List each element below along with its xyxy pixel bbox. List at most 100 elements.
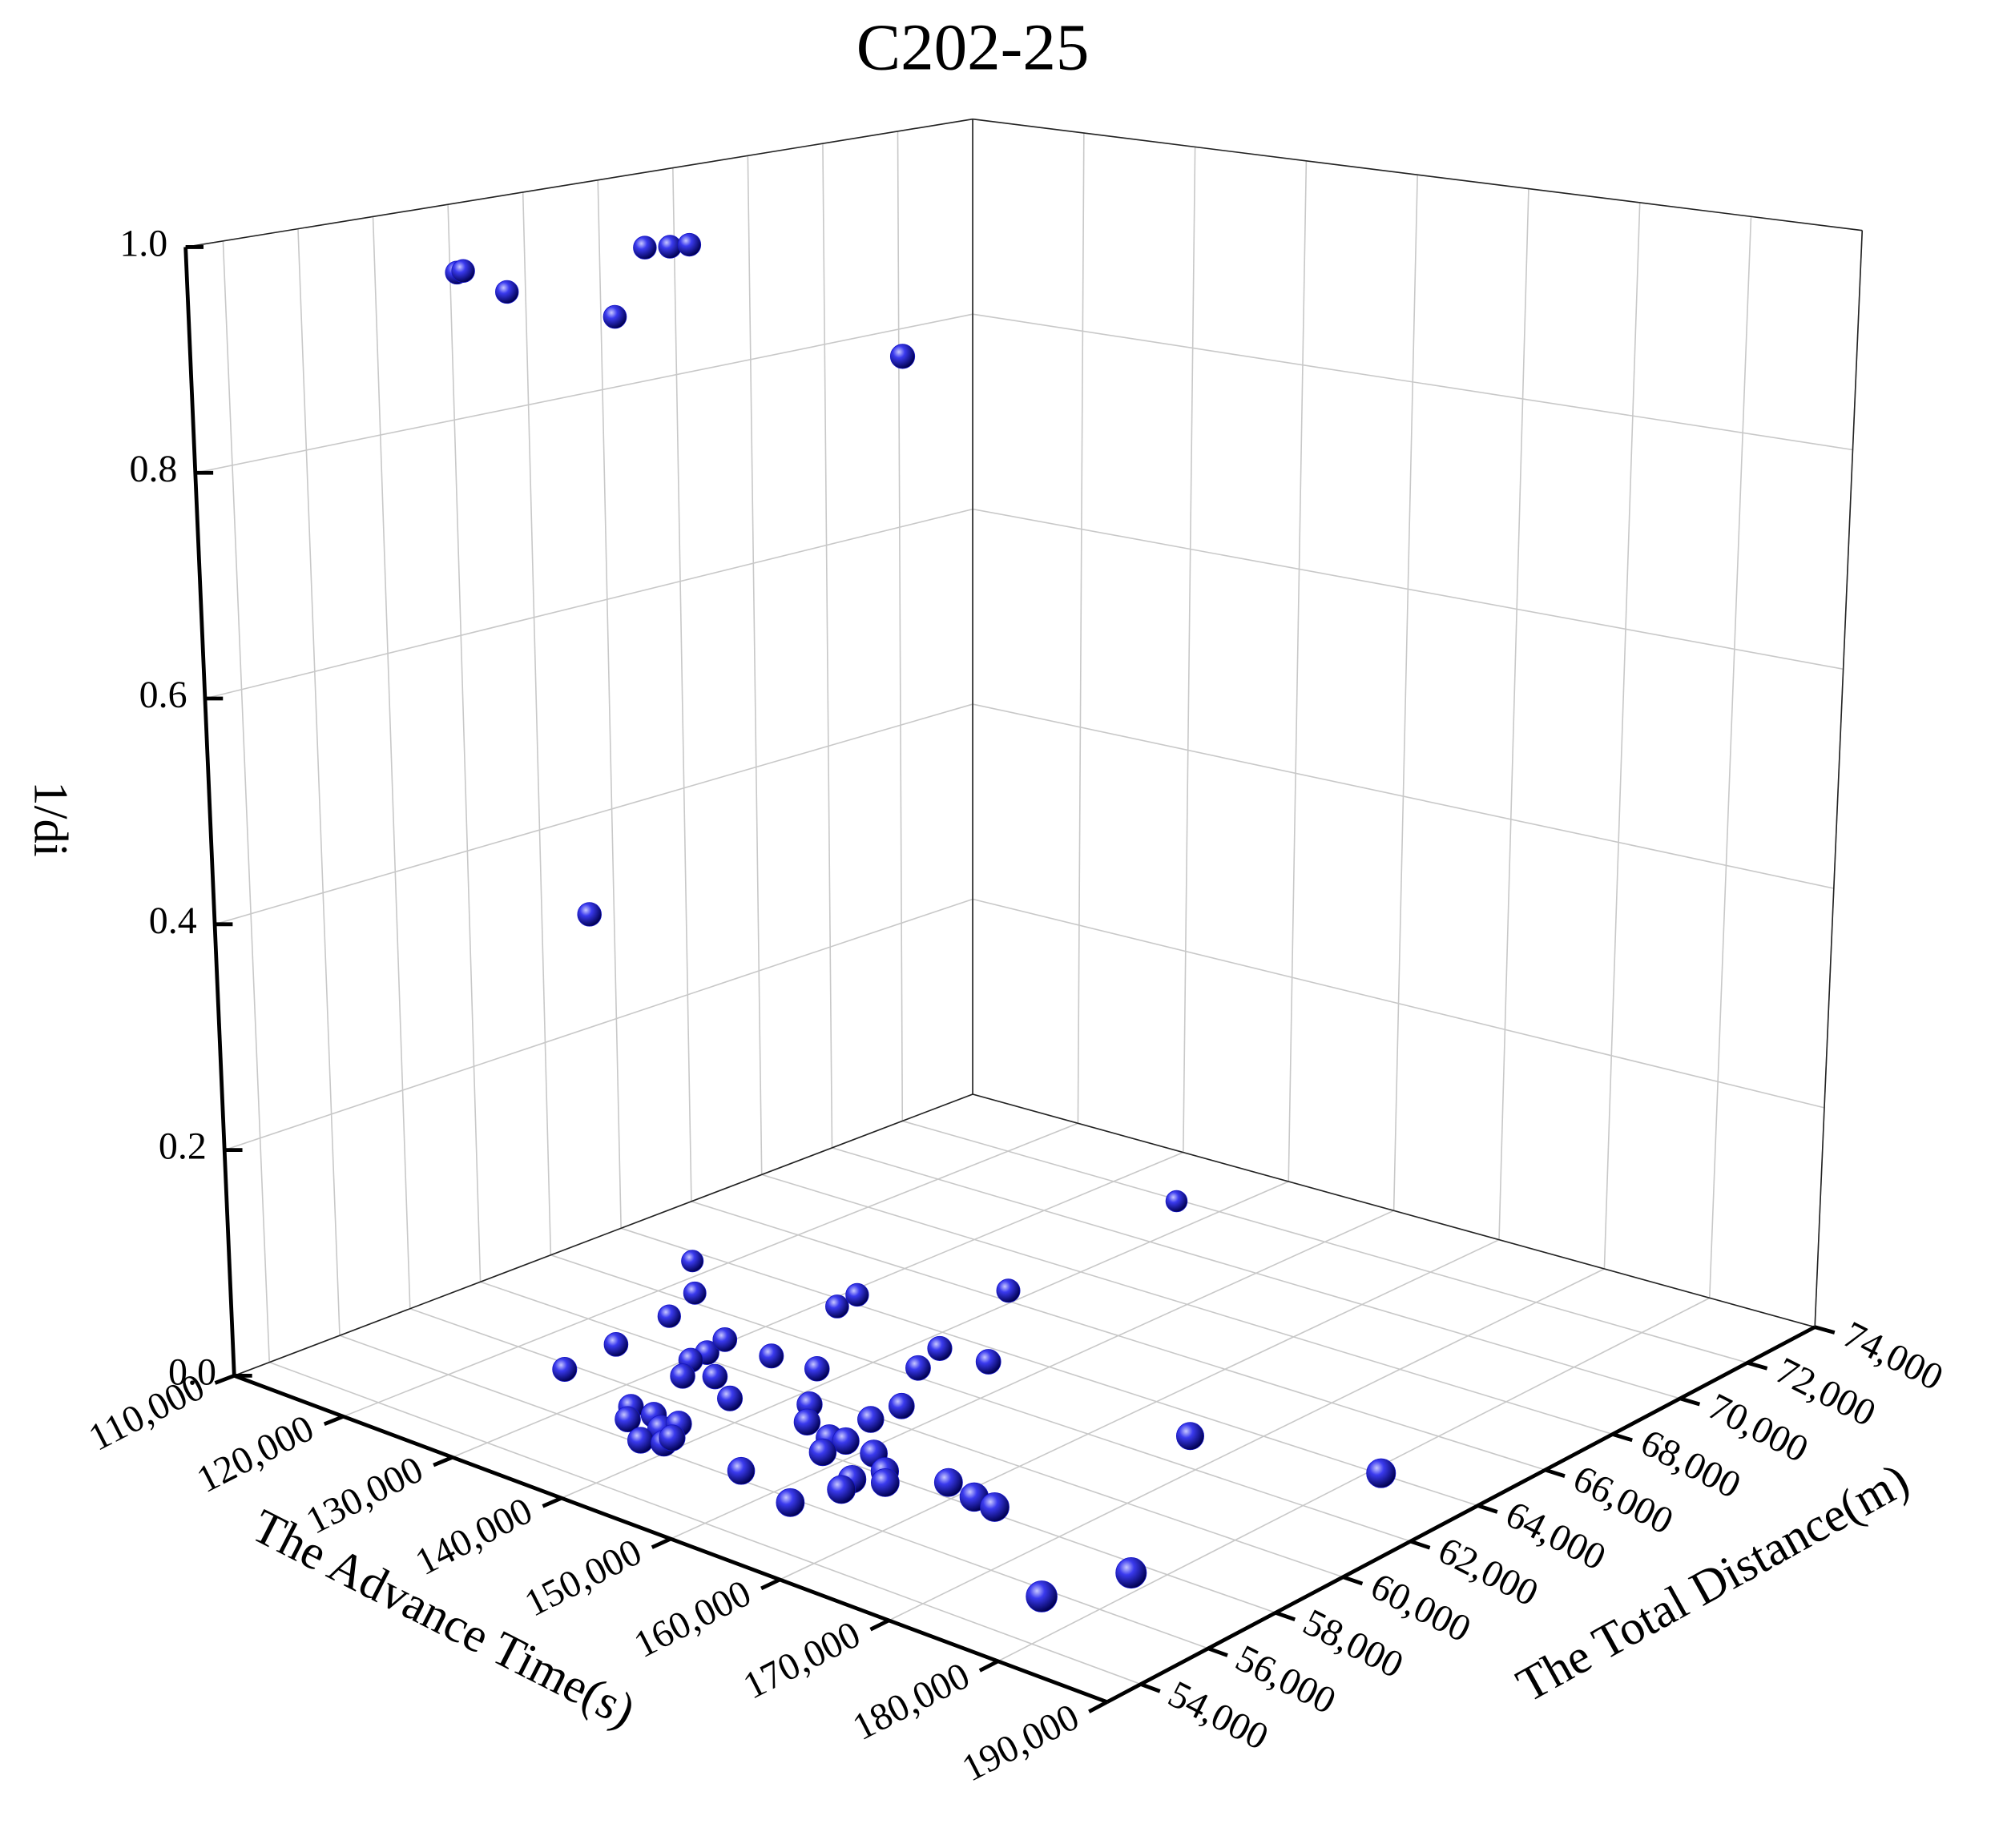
point	[870, 1468, 900, 1497]
floor-grid-line	[339, 1335, 1209, 1649]
point	[808, 1438, 837, 1467]
point	[845, 1282, 869, 1307]
z-axis	[183, 247, 236, 1376]
point	[712, 1327, 738, 1352]
wall-grid-line	[1183, 147, 1196, 1153]
point	[759, 1343, 784, 1369]
floor-grid-line	[761, 1174, 1614, 1435]
point	[1175, 1422, 1205, 1451]
y-tick	[1207, 1646, 1228, 1657]
wall-grid-line	[597, 179, 622, 1229]
point	[888, 1392, 915, 1419]
chart-title: C202-25	[856, 10, 1090, 83]
wall-grid-line	[224, 898, 973, 1151]
point	[683, 1281, 707, 1305]
x-tick	[978, 1659, 999, 1673]
y-tick	[1814, 1325, 1836, 1335]
x-tick-label: 150,000	[518, 1531, 648, 1625]
walls	[185, 118, 1864, 1703]
point	[832, 1427, 860, 1455]
point	[933, 1468, 963, 1497]
wall-grid-line	[822, 143, 833, 1148]
point	[603, 304, 627, 329]
x-tick-label: 140,000	[409, 1489, 539, 1584]
wall-edge	[972, 118, 1863, 232]
wall-grid-line	[972, 313, 1853, 451]
wall-grid-line	[222, 240, 271, 1363]
point	[825, 1294, 849, 1319]
wall-edge	[185, 118, 973, 248]
wall-grid-line	[972, 898, 1825, 1109]
z-axis-title: 1/di	[24, 781, 78, 856]
wall-grid-line	[195, 313, 973, 474]
floor-grid-line	[902, 1120, 1748, 1364]
wall-grid-line	[747, 155, 763, 1175]
point	[857, 1406, 885, 1433]
y-tick	[1409, 1539, 1431, 1550]
point	[927, 1335, 953, 1361]
wall-grid-line	[1498, 188, 1529, 1240]
point	[657, 1304, 681, 1328]
wall-grid-line	[1077, 133, 1085, 1124]
point	[1366, 1458, 1396, 1488]
x-tick	[651, 1536, 672, 1549]
y-tick	[1612, 1432, 1633, 1443]
floor	[234, 1093, 1816, 1702]
point	[980, 1492, 1010, 1522]
y-tick	[1544, 1468, 1566, 1478]
wall-grid-line	[214, 703, 973, 925]
point	[627, 1427, 655, 1454]
floor-grid-line	[889, 1268, 1605, 1621]
x-tick	[869, 1618, 890, 1632]
floor-grid-line	[480, 1281, 1344, 1578]
x-tick-label: 170,000	[736, 1613, 867, 1708]
floor-grid-line	[691, 1201, 1546, 1471]
point	[1115, 1557, 1147, 1589]
wall-edge	[1814, 230, 1864, 1327]
x-tick	[542, 1496, 562, 1508]
wall-grid-line	[972, 508, 1844, 670]
point	[615, 1406, 641, 1433]
wall-grid-line	[447, 204, 482, 1282]
x-tick	[214, 1374, 236, 1385]
wall-grid-line	[372, 216, 411, 1309]
wall-grid-line	[204, 508, 973, 699]
point	[670, 1363, 695, 1389]
point	[702, 1363, 728, 1390]
x-tick-label: 190,000	[955, 1696, 1086, 1790]
y-axis	[1106, 1325, 1816, 1704]
point	[827, 1475, 856, 1504]
point	[552, 1357, 578, 1383]
x-tick-label: 160,000	[627, 1572, 758, 1666]
floor-grid-line	[343, 1122, 1078, 1418]
x-tick-label: 120,000	[190, 1407, 320, 1501]
point	[451, 259, 475, 284]
point	[727, 1456, 756, 1485]
wall-grid-line	[972, 703, 1834, 889]
point	[889, 344, 916, 369]
z-tick-label: 0.8	[130, 448, 178, 490]
wall-grid-line	[522, 191, 552, 1255]
floor-grid-line	[832, 1147, 1681, 1399]
x-tick	[433, 1455, 453, 1468]
x-tick	[323, 1415, 345, 1427]
floor-grid-line	[670, 1210, 1394, 1540]
x-tick-label: 180,000	[846, 1654, 977, 1749]
point	[659, 1424, 686, 1451]
wall-grid-line	[1603, 202, 1641, 1270]
point	[996, 1278, 1021, 1303]
floor-grid-line	[620, 1227, 1478, 1507]
floor-grid-line	[268, 1361, 1142, 1685]
wall-edge	[234, 1093, 973, 1377]
point	[905, 1355, 931, 1381]
y-tick	[1679, 1396, 1701, 1407]
wall-edge	[972, 1093, 1816, 1328]
floor-grid-line	[452, 1151, 1184, 1458]
point	[677, 232, 702, 257]
point	[776, 1488, 805, 1517]
wall-grid-line	[1288, 160, 1308, 1182]
point	[804, 1355, 830, 1382]
z-tick-label: 1.0	[119, 222, 167, 264]
